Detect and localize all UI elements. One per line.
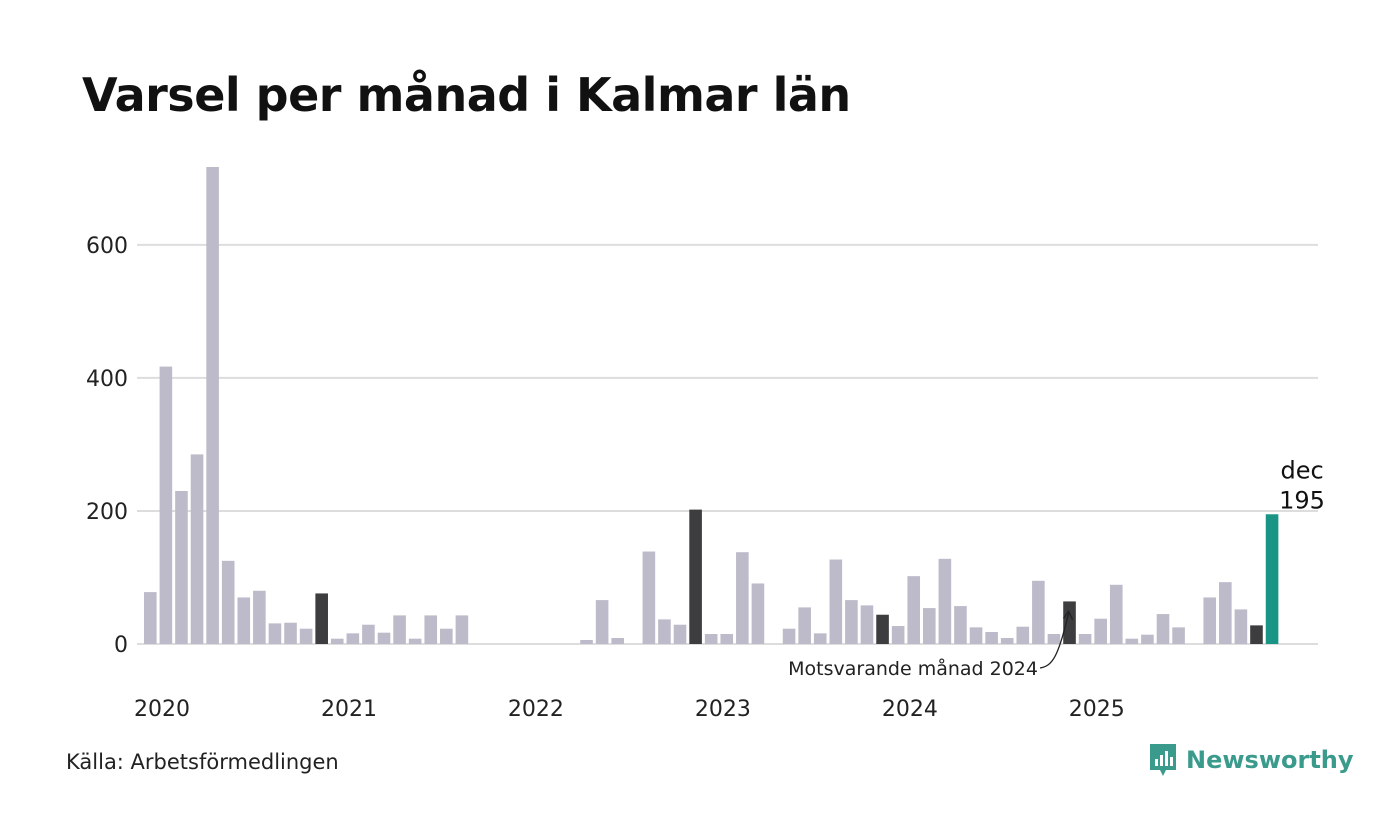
bar (1234, 609, 1248, 644)
bar (891, 626, 905, 644)
bar (673, 624, 687, 644)
bar (580, 640, 593, 644)
brand-logo[interactable]: Newsworthy (1148, 742, 1354, 778)
y-tick-label: 200 (86, 500, 128, 525)
bar (393, 615, 406, 644)
bar (985, 632, 998, 644)
bar (159, 366, 173, 644)
bar (1078, 634, 1092, 644)
bar (969, 627, 983, 644)
bar (362, 624, 375, 644)
gridlines (137, 243, 1318, 645)
bar (595, 600, 609, 644)
bar (1219, 582, 1232, 644)
x-axis: 2020 2021 2022 2023 2024 2025 (134, 697, 1125, 722)
bar (642, 551, 656, 644)
bar (144, 592, 157, 644)
bar (408, 638, 422, 644)
bar (190, 454, 204, 644)
bar (284, 622, 297, 644)
bar (845, 600, 858, 644)
bar (751, 583, 765, 644)
bar (315, 593, 328, 644)
bar (813, 633, 827, 644)
source-text: Källa: Arbetsförmedlingen (66, 750, 339, 774)
bar-current (1265, 514, 1279, 644)
bar (736, 552, 749, 644)
bar (1094, 618, 1107, 644)
bar (720, 634, 734, 644)
bar (907, 576, 921, 644)
bar (954, 606, 967, 644)
bar (1109, 584, 1123, 644)
bar (206, 166, 219, 644)
x-tick-label: 2020 (134, 697, 190, 722)
bar (1156, 614, 1170, 644)
bar (237, 597, 251, 644)
bar (1250, 625, 1263, 644)
bar (1000, 638, 1014, 644)
bar (923, 608, 936, 644)
bar (829, 559, 843, 644)
bar (860, 605, 874, 644)
newsworthy-logo-icon (1150, 744, 1176, 776)
x-tick-label: 2022 (508, 697, 564, 722)
bar (704, 634, 718, 644)
brand-name: Newsworthy (1186, 746, 1354, 774)
bar (611, 638, 624, 644)
bar (1063, 601, 1076, 644)
bar (1032, 580, 1045, 644)
current-value-label: 195 (1279, 486, 1325, 514)
bar (782, 628, 796, 644)
bar (440, 628, 453, 644)
bar (1125, 638, 1139, 644)
bars (144, 166, 1279, 644)
y-tick-label: 400 (86, 367, 128, 392)
annotation-arrowhead (1062, 610, 1074, 620)
x-tick-label: 2024 (882, 697, 938, 722)
bar (1047, 634, 1061, 644)
bar (938, 558, 952, 644)
x-tick-label: 2023 (695, 697, 751, 722)
current-month-label: dec (1280, 456, 1323, 484)
bar (455, 615, 469, 644)
bar (658, 619, 671, 644)
bar (268, 623, 282, 644)
bar (346, 633, 360, 644)
bar (299, 628, 313, 644)
bar (175, 490, 188, 644)
chart-title: Varsel per månad i Kalmar län (82, 68, 851, 122)
y-tick-label: 600 (86, 234, 128, 259)
y-axis: 0 200 400 600 (86, 234, 128, 658)
bar (1172, 627, 1185, 644)
bar (424, 615, 438, 644)
y-tick-label: 0 (114, 633, 128, 658)
bar (798, 607, 811, 644)
bar (377, 632, 391, 644)
annotation-arrow (1039, 613, 1070, 669)
bar (330, 638, 344, 644)
bar (1141, 634, 1154, 644)
bar (689, 509, 702, 644)
x-tick-label: 2025 (1069, 697, 1125, 722)
x-tick-label: 2021 (321, 697, 377, 722)
annotation-label: Motsvarande månad 2024 (788, 657, 1038, 680)
bar (221, 560, 235, 644)
bar (253, 590, 266, 644)
bar (876, 614, 889, 644)
bar (1016, 626, 1030, 644)
bar (1203, 597, 1217, 644)
